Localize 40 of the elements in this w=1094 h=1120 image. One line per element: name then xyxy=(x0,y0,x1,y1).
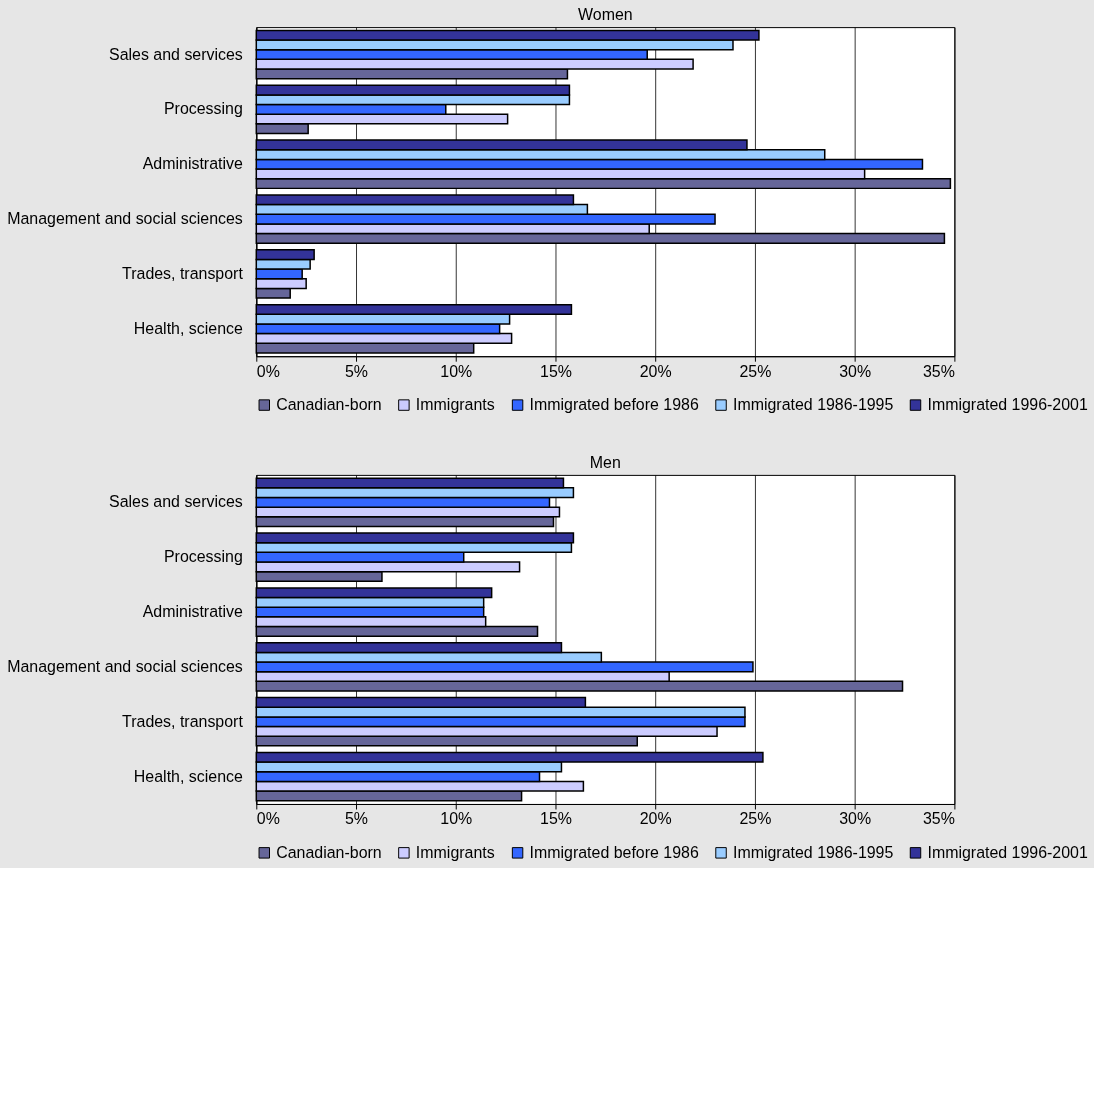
y-tick-label: Sales and services xyxy=(109,45,243,63)
x-tick-label: 20% xyxy=(639,362,672,380)
y-tick-label: Management and social sciences xyxy=(7,210,243,228)
x-tick-label: 25% xyxy=(739,362,772,380)
x-tick-label: 15% xyxy=(540,362,572,380)
y-tick-label: Trades, transport xyxy=(122,712,244,730)
y-tick-label: Administrative xyxy=(142,603,243,620)
x-tick-label: 0% xyxy=(256,362,280,380)
chart-title: Women xyxy=(578,6,633,24)
y-tick-label: Management and social sciences xyxy=(7,657,243,675)
legend-label: Canadian-born xyxy=(276,396,382,414)
x-tick-label: 5% xyxy=(345,810,369,828)
legend-label: Immigrated before 1986 xyxy=(529,843,699,861)
x-tick-label: 30% xyxy=(839,362,872,380)
y-tick-label: Administrative xyxy=(142,155,243,173)
y-tick-label: Sales and services xyxy=(109,493,243,511)
x-tick-label: 10% xyxy=(440,810,473,828)
y-tick-label: Processing xyxy=(163,100,243,118)
legend-label: Immigrated 1996-2001 xyxy=(927,396,1088,414)
legend-label: Immigrated 1996-2001 xyxy=(927,843,1088,861)
x-tick-label: 25% xyxy=(739,810,772,828)
x-tick-label: 0% xyxy=(256,810,280,828)
legend-label: Immigrated 1986-1995 xyxy=(732,396,894,414)
legend-label: Immigrants xyxy=(415,843,495,861)
chart-title: Men xyxy=(589,453,621,471)
x-tick-label: 30% xyxy=(839,810,872,828)
legend-label: Immigrated 1986-1995 xyxy=(732,843,894,861)
x-tick-label: 10% xyxy=(440,362,473,380)
y-tick-label: Processing xyxy=(163,548,243,566)
legend-label: Canadian-born xyxy=(276,843,382,861)
legend-label: Immigrated before 1986 xyxy=(529,396,699,414)
y-tick-label: Health, science xyxy=(133,319,243,337)
x-tick-label: 15% xyxy=(540,810,572,828)
x-tick-label: 35% xyxy=(922,362,955,380)
y-tick-label: Health, science xyxy=(133,767,243,785)
legend-label: Immigrants xyxy=(415,396,495,414)
x-tick-label: 5% xyxy=(345,362,369,380)
x-tick-label: 20% xyxy=(639,810,672,828)
y-tick-label: Trades, transport xyxy=(122,264,244,282)
x-tick-label: 35% xyxy=(922,810,955,828)
